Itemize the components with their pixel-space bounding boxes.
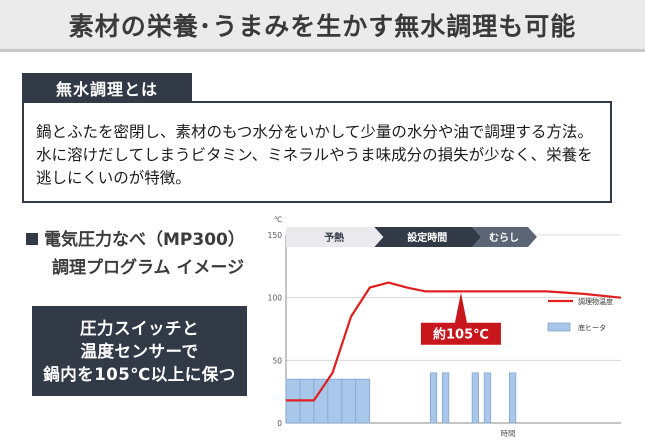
y-axis-unit: ℃ [274, 215, 282, 224]
phase-arrow [472, 227, 537, 247]
callout-line: 温度センサーで [80, 341, 199, 361]
y-tick-label: 50 [272, 356, 282, 365]
callout-box: 圧力スイッチと 温度センサーで 鍋内を105℃以上に保つ [32, 306, 247, 396]
heater-bar [327, 378, 343, 424]
y-tick-label: 0 [277, 419, 282, 428]
heater-bar [429, 372, 438, 424]
y-tick-label: 150 [268, 231, 283, 240]
temperature-callout-label: 約105℃ [433, 327, 489, 343]
description-line: 鍋とふたを密閉し、素材のもつ水分をいかして少量の水分や油で調理する方法。 [36, 123, 593, 141]
description-line: 逃しにくいのが特徴。 [36, 169, 191, 187]
heater-bar [483, 372, 492, 424]
temperature-callout [420, 292, 501, 345]
heater-bar [355, 378, 371, 424]
heater-bar [441, 372, 450, 424]
phase-arrow [286, 227, 384, 247]
description-box: 鍋とふたを密閉し、素材のもつ水分をいかして少量の水分や油で調理する方法。 水に溶… [22, 101, 612, 203]
callout-line: 鍋内を105℃以上に保つ [43, 364, 236, 384]
y-tick-label: 100 [268, 294, 283, 303]
phase-label: 予熱 [324, 231, 344, 244]
heater-bar [508, 372, 517, 424]
section-tag: 無水調理とは [22, 73, 192, 103]
page-title-bar: 素材の栄養･うまみを生かす無水調理も可能 [0, 0, 645, 52]
x-axis-label: 時間 [501, 429, 516, 438]
heater-bar [313, 378, 329, 424]
legend-heater-swatch [547, 322, 571, 332]
square-bullet-icon [26, 233, 38, 245]
phase-label: 設定時間 [407, 231, 447, 244]
callout-line: 圧力スイッチと [80, 318, 199, 338]
phase-label: むらし [489, 232, 519, 244]
temperature-line [286, 281, 622, 402]
chart-heading: 電気圧力なべ（MP300） 調理プログラム イメージ [26, 226, 271, 282]
chart-heading-line2: 調理プログラム イメージ [52, 258, 245, 278]
legend-temperature-label: 調理物温度 [578, 297, 613, 306]
legend-heater-label: 底ヒータ [578, 323, 606, 332]
description-line: 水に溶けだしてしまうビタミン、ミネラルやうま味成分の損失が少なく、栄養を [36, 146, 593, 164]
heater-bar [471, 372, 479, 424]
chart-heading-line1: 電気圧力なべ（MP300） [44, 230, 245, 250]
phase-arrow [374, 227, 482, 247]
page-title: 素材の栄養･うまみを生かす無水調理も可能 [68, 11, 577, 41]
heater-bar [341, 378, 357, 424]
